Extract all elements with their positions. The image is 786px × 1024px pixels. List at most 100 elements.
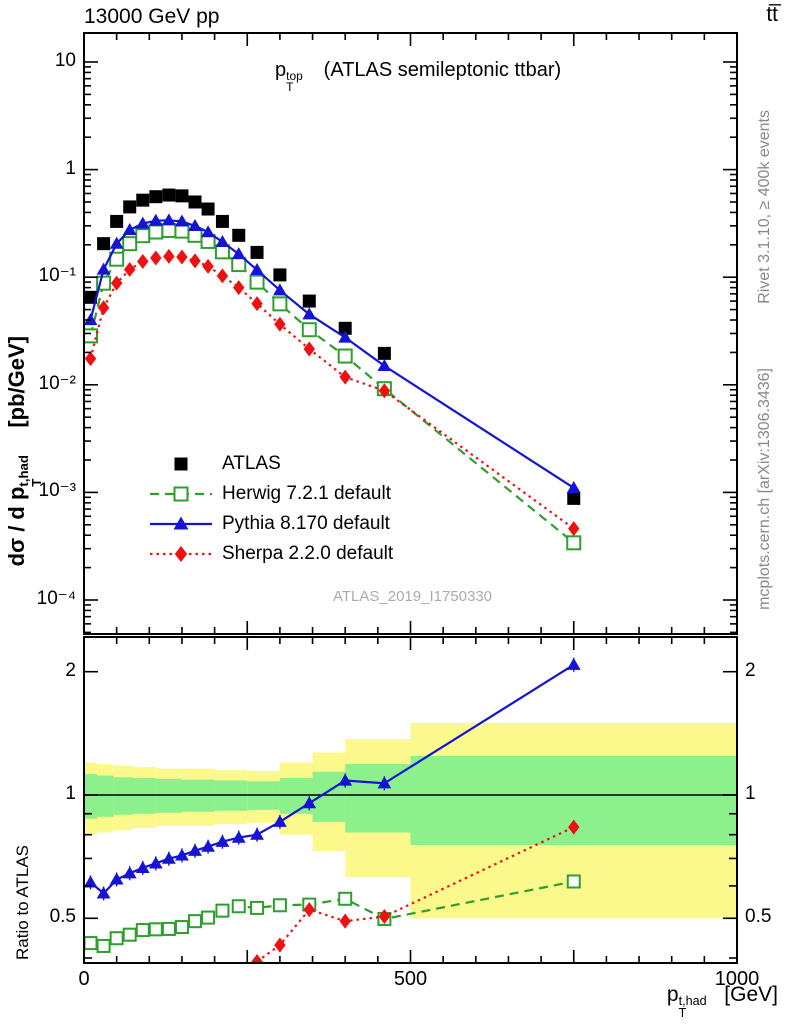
data-marker bbox=[250, 827, 264, 840]
data-marker bbox=[273, 814, 287, 827]
data-marker bbox=[272, 898, 287, 913]
legend-item[interactable]: ATLAS bbox=[148, 449, 393, 479]
xlabel-sub: T bbox=[678, 1005, 687, 1020]
series-line bbox=[89, 255, 575, 530]
data-marker bbox=[135, 216, 150, 229]
data-marker bbox=[338, 330, 353, 343]
legend-item[interactable]: Pythia 8.170 default bbox=[148, 509, 393, 539]
data-marker bbox=[272, 296, 288, 312]
data-marker bbox=[109, 931, 124, 946]
data-marker bbox=[85, 328, 99, 344]
legend-key-filled-square bbox=[148, 453, 214, 475]
legend-key-filled-diamond bbox=[148, 543, 214, 565]
ratio-panel-series bbox=[85, 657, 581, 962]
data-marker bbox=[377, 358, 392, 371]
title-pre: p bbox=[275, 59, 287, 81]
ratio-ytick-label: 1 bbox=[65, 783, 76, 804]
data-marker bbox=[188, 195, 202, 209]
analysis-id-watermark: ATLAS_2019_I1750330 bbox=[333, 588, 493, 605]
data-marker bbox=[189, 253, 201, 269]
data-marker bbox=[175, 189, 189, 203]
data-marker bbox=[109, 251, 125, 267]
data-marker bbox=[339, 913, 351, 929]
data-marker bbox=[251, 296, 263, 312]
axes-frame bbox=[83, 32, 738, 964]
data-marker bbox=[274, 937, 286, 953]
ratio-ytick-label: 0.5 bbox=[49, 906, 76, 928]
main-ytick-label: 10⁻¹ bbox=[38, 265, 77, 287]
data-marker bbox=[339, 369, 351, 385]
data-marker bbox=[566, 874, 581, 889]
data-marker bbox=[274, 316, 286, 332]
data-marker bbox=[301, 322, 317, 338]
band-inner-segment bbox=[132, 778, 156, 814]
data-marker bbox=[303, 341, 315, 357]
main-ytick-label: 1 bbox=[65, 157, 76, 179]
data-marker bbox=[201, 839, 215, 852]
data-marker bbox=[174, 545, 188, 563]
ratio-ytick-label-right: 2 bbox=[745, 659, 756, 681]
data-marker bbox=[96, 886, 111, 899]
data-marker bbox=[231, 899, 246, 914]
header-beam-label: 13000 GeV pp bbox=[84, 5, 220, 28]
band-inner-segment bbox=[113, 777, 133, 815]
main-ytick-label: 10⁻² bbox=[38, 372, 77, 394]
data-marker bbox=[201, 910, 216, 925]
data-marker bbox=[161, 851, 176, 864]
data-marker bbox=[231, 247, 246, 260]
data-marker bbox=[85, 875, 98, 888]
data-marker bbox=[566, 481, 581, 494]
plot-legend: ATLAS Herwig 7.2.1 default Pythia 8.170 de… bbox=[148, 449, 393, 569]
data-marker bbox=[149, 190, 163, 204]
xlabel-pre: p bbox=[666, 983, 679, 1006]
title-sub: T bbox=[286, 80, 294, 95]
data-marker bbox=[233, 280, 245, 296]
legend-key-filled-triangle bbox=[148, 513, 214, 535]
data-marker bbox=[338, 891, 353, 906]
data-marker bbox=[96, 938, 111, 953]
data-marker bbox=[122, 236, 138, 252]
data-marker bbox=[215, 214, 229, 228]
data-marker bbox=[215, 903, 230, 918]
legend-label: Pythia 8.170 default bbox=[222, 513, 390, 534]
data-marker bbox=[202, 258, 214, 274]
legend-item[interactable]: Herwig 7.2.1 default bbox=[148, 479, 393, 509]
data-marker bbox=[150, 250, 162, 266]
data-marker bbox=[148, 213, 163, 226]
data-marker bbox=[273, 283, 287, 296]
data-marker bbox=[201, 202, 215, 216]
data-marker bbox=[148, 922, 163, 937]
data-marker bbox=[215, 234, 230, 247]
main-ytick-label: 10⁻⁴ bbox=[36, 588, 76, 609]
plot-title: p top T (ATLAS semileptonic ttbar) bbox=[275, 59, 561, 93]
legend-item[interactable]: Sherpa 2.2.0 default bbox=[148, 539, 393, 569]
band-inner-segment bbox=[85, 774, 98, 819]
x-axis-label: p t,had T [GeV] bbox=[666, 983, 778, 1019]
xlabel-post: [GeV] bbox=[718, 983, 778, 1006]
data-marker bbox=[273, 268, 287, 282]
data-marker bbox=[377, 776, 392, 789]
data-marker bbox=[174, 920, 189, 935]
data-marker bbox=[338, 773, 353, 786]
data-marker bbox=[566, 535, 582, 551]
data-marker bbox=[201, 225, 215, 238]
data-marker bbox=[123, 200, 137, 214]
data-marker bbox=[251, 954, 263, 962]
data-marker bbox=[162, 188, 176, 202]
data-marker bbox=[567, 491, 581, 505]
data-marker bbox=[378, 383, 391, 399]
data-marker bbox=[174, 457, 188, 471]
title-sup: top bbox=[286, 69, 303, 83]
data-marker bbox=[250, 245, 264, 259]
data-marker bbox=[109, 236, 124, 249]
data-marker bbox=[175, 214, 189, 227]
data-marker bbox=[97, 237, 111, 251]
data-marker bbox=[85, 936, 98, 951]
data-marker bbox=[302, 796, 317, 809]
data-marker bbox=[566, 657, 581, 670]
data-marker bbox=[188, 218, 202, 231]
main-ytick-label: 10 bbox=[54, 50, 76, 71]
data-marker bbox=[85, 351, 97, 367]
